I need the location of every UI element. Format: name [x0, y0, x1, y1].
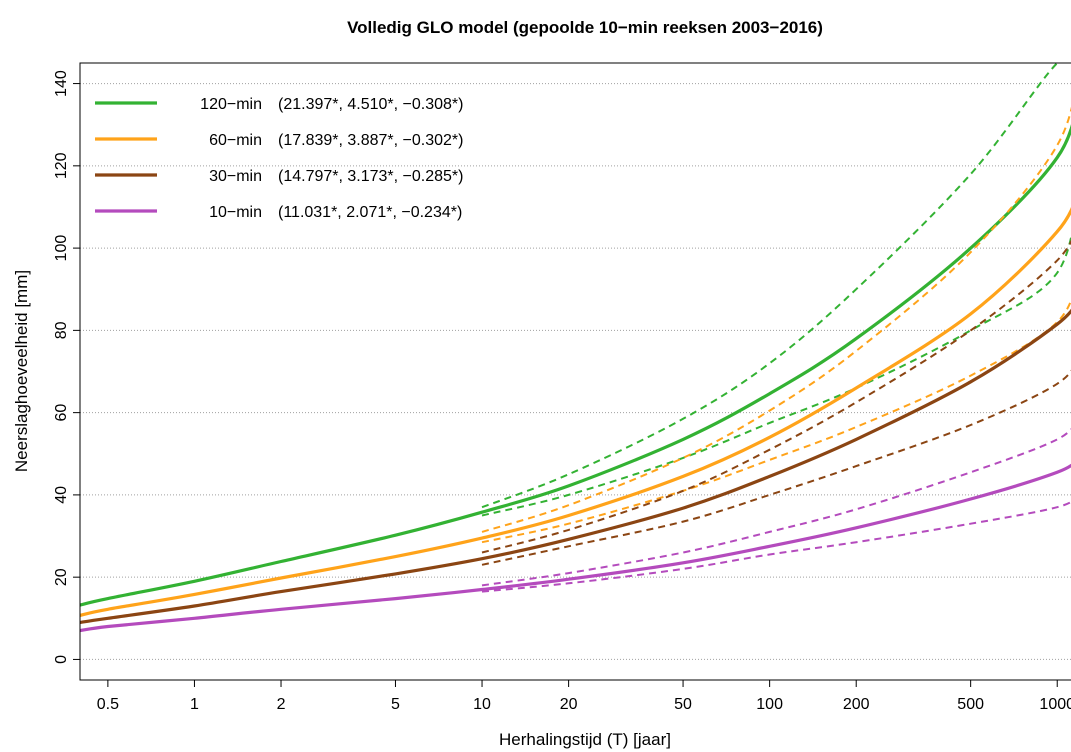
x-tick-label: 0.5: [97, 696, 119, 713]
series-60min-ci-lower: [481, 297, 1071, 544]
x-tick-label: 2: [277, 696, 286, 713]
x-tick-label: 1000: [1039, 696, 1071, 713]
series-30min-ci-lower: [481, 369, 1071, 566]
x-tick-label: 20: [560, 696, 578, 713]
series-10min-line: [80, 463, 1071, 633]
y-tick-label: 140: [53, 70, 70, 97]
legend-series-params: (17.839*, 3.887*, −0.302*): [278, 132, 463, 149]
x-tick-label: 200: [843, 696, 870, 713]
y-tick-label: 60: [53, 404, 70, 422]
legend-series-params: (14.797*, 3.173*, −0.285*): [278, 168, 463, 185]
chart-title: Volledig GLO model (gepoolde 10−min reek…: [347, 18, 823, 37]
legend-series-params: (11.031*, 2.071*, −0.234*): [278, 204, 462, 221]
x-tick-label: 10: [473, 696, 491, 713]
x-tick-label: 500: [957, 696, 984, 713]
y-axis: 0 20 40 60 80 100 120 140: [53, 70, 80, 664]
series-10min-ci-upper: [481, 428, 1071, 587]
legend-series-params: (21.397*, 4.510*, −0.308*): [278, 96, 463, 113]
y-tick-label: 20: [53, 568, 70, 586]
x-tick-label: 5: [391, 696, 400, 713]
y-tick-label: 120: [53, 152, 70, 179]
series-layer: [80, 63, 1071, 633]
plot-frame: [79, 62, 1071, 681]
legend-series-name: 120−min: [200, 96, 262, 113]
x-tick-label: 50: [674, 696, 692, 713]
y-axis-label: Neerslaghoeveelheid [mm]: [12, 270, 31, 472]
legend: 120−min (21.397*, 4.510*, −0.308*) 60−min (…: [95, 96, 463, 221]
y-tick-label: 80: [53, 321, 70, 339]
x-tick-label: 100: [756, 696, 783, 713]
series-10min-ci-lower: [481, 500, 1071, 593]
y-tick-label: 0: [53, 655, 70, 664]
series-120min-ci-lower: [481, 232, 1071, 517]
series-60min-line: [80, 206, 1071, 617]
series-30min-line: [80, 308, 1071, 624]
x-axis: 0.5 1 2 5 10 20 50 100 200 500 1000: [97, 680, 1071, 713]
series-120min-line: [80, 124, 1071, 607]
legend-series-name: 60−min: [209, 132, 262, 149]
series-30min-ci-upper: [481, 239, 1071, 554]
y-tick-label: 40: [53, 486, 70, 504]
x-tick-label: 1: [190, 696, 199, 713]
legend-series-name: 10−min: [209, 204, 262, 221]
legend-series-name: 30−min: [209, 168, 262, 185]
series-120min-ci-upper: [481, 63, 1059, 509]
y-tick-label: 100: [53, 235, 70, 262]
x-axis-label: Herhalingstijd (T) [jaar]: [499, 730, 671, 749]
series-60min-ci-upper: [481, 106, 1071, 533]
